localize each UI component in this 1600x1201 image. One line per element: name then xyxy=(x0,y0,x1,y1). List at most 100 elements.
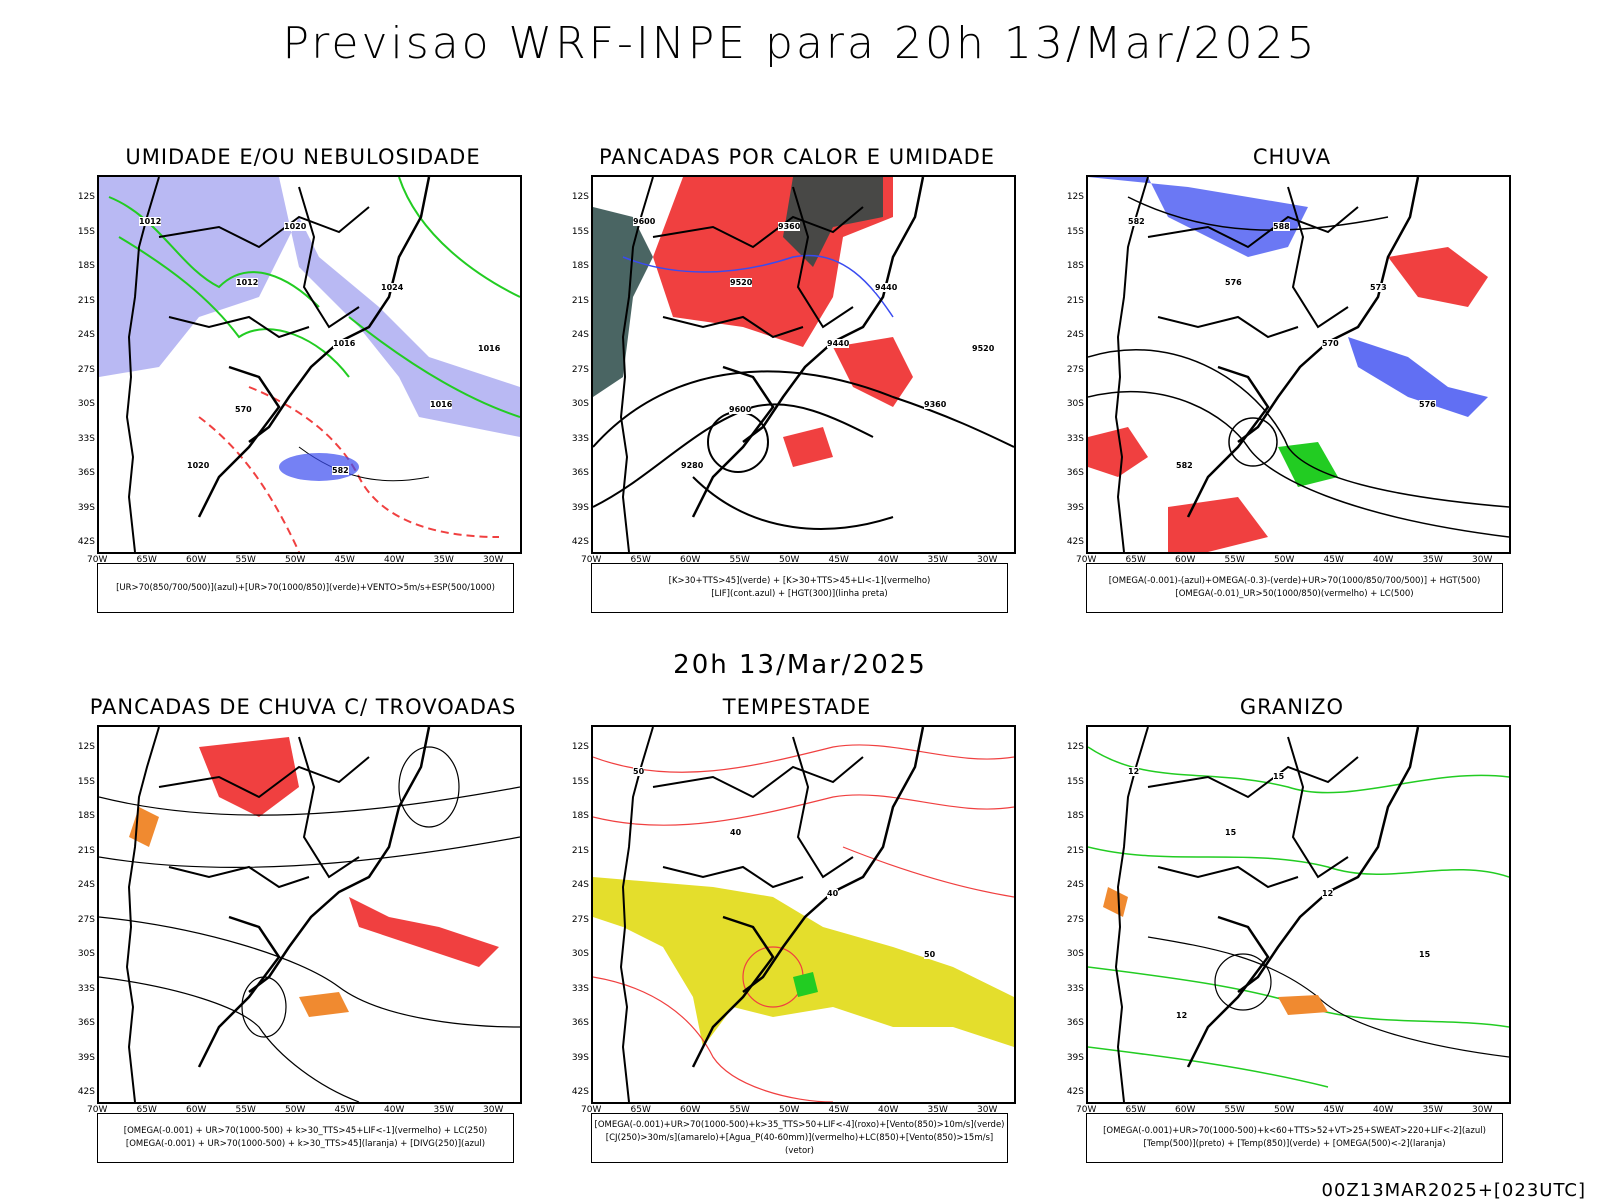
panel-legend: [OMEGA(-0.001) + UR>70(1000-500) + k>30_… xyxy=(97,1113,514,1163)
lon-tick-label: 60W xyxy=(1175,555,1196,565)
lon-tick-label: 35W xyxy=(927,1105,948,1115)
trovoadas-map-canvas xyxy=(99,727,520,1102)
lat-tick-label: 24S xyxy=(1066,330,1084,340)
lon-tick-label: 35W xyxy=(433,555,454,565)
lat-tick-label: 27S xyxy=(1066,364,1084,375)
lon-tick-label: 65W xyxy=(136,1105,157,1115)
contour-label: 570 xyxy=(235,405,252,414)
lon-tick-label: 50W xyxy=(779,1105,800,1115)
legend-line: [OMEGA(-0.001)-(azul)+OMEGA(-0.3)-(verde… xyxy=(1108,576,1481,586)
lat-tick-label: 27S xyxy=(571,914,589,925)
lat-tick-label: 27S xyxy=(77,364,95,375)
lat-tick-label: 42S xyxy=(1066,537,1084,547)
contour-label: 576 xyxy=(1225,278,1242,287)
lat-tick-label: 39S xyxy=(571,1052,589,1063)
map-frame xyxy=(97,725,522,1104)
lon-tick-label: 30W xyxy=(483,555,504,565)
lat-tick-label: 33S xyxy=(77,983,95,994)
contour-label: 9360 xyxy=(924,400,947,409)
lon-tick-label: 30W xyxy=(1472,555,1493,565)
contour-label: 1024 xyxy=(381,283,404,292)
contour-label: 1012 xyxy=(139,217,162,226)
contour-label: 50 xyxy=(633,767,645,776)
chuva-map-canvas xyxy=(1088,177,1509,552)
legend-line: [UR>70(850/700/500)](azul)+[UR>70(1000/8… xyxy=(116,582,495,593)
contour-label: 15 xyxy=(1419,950,1431,959)
lon-tick-label: 30W xyxy=(483,1105,504,1115)
lat-tick-label: 42S xyxy=(77,537,95,547)
lat-tick-label: 39S xyxy=(77,1052,95,1063)
lat-tick-label: 27S xyxy=(77,914,95,925)
contour-label: 40 xyxy=(827,889,839,898)
lon-tick-label: 70W xyxy=(581,555,602,565)
lat-tick-label: 21S xyxy=(1066,295,1084,306)
contour-label: 1020 xyxy=(187,461,210,470)
lon-tick-label: 45W xyxy=(1323,1105,1344,1115)
lon-tick-label: 40W xyxy=(384,555,405,565)
lat-tick-label: 12S xyxy=(1066,192,1084,202)
contour-label: 9440 xyxy=(827,339,850,348)
lon-tick-label: 55W xyxy=(729,555,750,565)
legend-line: [Temp(500)](preto) + [Temp(850)](verde) … xyxy=(1143,1139,1446,1149)
lon-tick-label: 45W xyxy=(334,555,355,565)
lon-tick-label: 55W xyxy=(729,1105,750,1115)
lat-tick-label: 21S xyxy=(1066,845,1084,856)
lat-tick-label: 24S xyxy=(1066,880,1084,890)
lat-tick-label: 15S xyxy=(571,776,589,787)
legend-line: [OMEGA(-0.01)_UR>50(1000/850)(vermelho) … xyxy=(1175,589,1414,599)
lat-tick-label: 15S xyxy=(1066,226,1084,237)
lon-tick-label: 30W xyxy=(977,1105,998,1115)
contour-label: 9520 xyxy=(730,278,753,287)
panel-title: UMIDADE E/OU NEBULOSIDADE xyxy=(125,145,481,169)
map-frame: 1012 1012 1016 1016 1020 1020 1024 1016 570 582 xyxy=(97,175,522,554)
contour-label: 1020 xyxy=(284,222,307,231)
lon-tick-label: 65W xyxy=(1125,555,1146,565)
legend-line: [OMEGA(-0.001) + UR>70(1000-500) + k>30_… xyxy=(123,1126,488,1136)
umidade-map-canvas xyxy=(99,177,520,552)
lat-tick-label: 33S xyxy=(1066,983,1084,994)
bottom-row-title: 20h 13/Mar/2025 xyxy=(673,650,927,680)
contour-label: 12 xyxy=(1322,889,1334,898)
page-title: Previsao WRF-INPE para 20h 13/Mar/2025 xyxy=(282,18,1318,69)
lat-tick-label: 18S xyxy=(571,261,589,271)
lon-tick-label: 45W xyxy=(334,1105,355,1115)
legend-line: [K>30+TTS>45](verde) + [K>30+TTS>45+LI<-… xyxy=(668,576,931,586)
lat-tick-label: 30S xyxy=(77,399,95,409)
legend-line: [LIF](cont.azul) + [HGT(300)](linha pret… xyxy=(711,589,888,599)
panel-legend: [OMEGA(-0.001)+UR>70(1000-500)+k<60+TTS>… xyxy=(1086,1113,1503,1163)
contour-label: 1016 xyxy=(478,344,501,353)
contour-label: 9600 xyxy=(633,217,656,226)
lat-tick-label: 24S xyxy=(571,330,589,340)
contour-label: 12 xyxy=(1128,767,1140,776)
lon-tick-label: 55W xyxy=(1224,555,1245,565)
lon-tick-label: 60W xyxy=(186,555,207,565)
lat-tick-label: 33S xyxy=(1066,433,1084,444)
contour-label: 588 xyxy=(1273,222,1290,231)
lat-tick-label: 12S xyxy=(571,742,589,752)
lon-tick-label: 35W xyxy=(927,555,948,565)
lat-tick-label: 18S xyxy=(77,261,95,271)
lat-tick-label: 24S xyxy=(571,880,589,890)
lon-tick-label: 65W xyxy=(1125,1105,1146,1115)
contour-label: 9440 xyxy=(875,283,898,292)
lat-tick-label: 30S xyxy=(571,949,589,959)
lon-tick-label: 70W xyxy=(1076,555,1097,565)
granizo-map-canvas xyxy=(1088,727,1509,1102)
contour-label: 12 xyxy=(1176,1011,1188,1020)
lat-tick-label: 27S xyxy=(571,364,589,375)
lat-tick-label: 42S xyxy=(571,537,589,547)
lat-tick-label: 42S xyxy=(571,1087,589,1097)
lat-tick-label: 27S xyxy=(1066,914,1084,925)
run-timestamp: 00Z13MAR2025+[023UTC] xyxy=(1321,1180,1586,1201)
panel-legend: [OMEGA(-0.001)-(azul)+OMEGA(-0.3)-(verde… xyxy=(1086,563,1503,613)
lon-tick-label: 65W xyxy=(630,1105,651,1115)
lat-tick-label: 30S xyxy=(77,949,95,959)
lon-tick-label: 70W xyxy=(87,1105,108,1115)
legend-line: [CJ(250)>30m/s](amarelo)+[Agua_P(40-60mm… xyxy=(605,1132,994,1156)
contour-label: 9280 xyxy=(681,461,704,470)
panel-title: GRANIZO xyxy=(1239,695,1345,719)
lon-tick-label: 30W xyxy=(977,555,998,565)
lat-tick-label: 36S xyxy=(77,468,95,478)
legend-line: [OMEGA(-0.001)+UR>70(1000-500)+k<60+TTS>… xyxy=(1103,1126,1486,1136)
lon-tick-label: 45W xyxy=(1323,555,1344,565)
